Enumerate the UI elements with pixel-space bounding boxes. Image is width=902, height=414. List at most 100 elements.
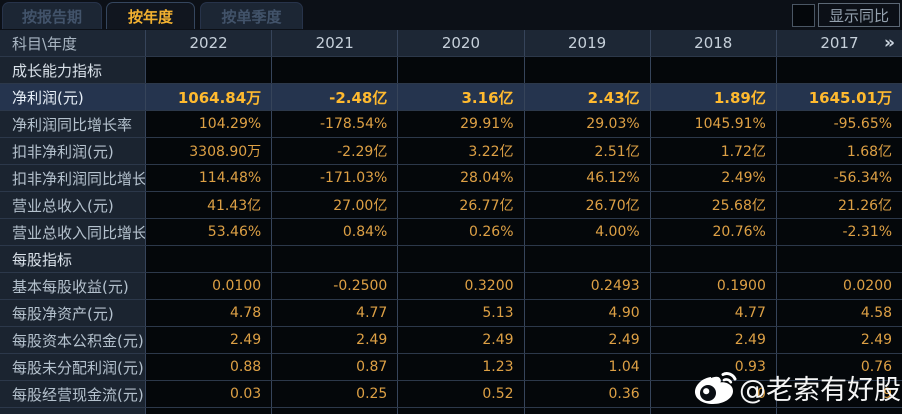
- cell-value: [775, 408, 902, 414]
- cell-value: [523, 246, 650, 272]
- cell-value: 4.77: [649, 300, 776, 326]
- table-row[interactable]: 扣非净利润(元) 3308.90万 -2.29亿 3.22亿 2.51亿 1.72亿 1.6…: [0, 138, 902, 165]
- cell-value: -0.2500: [271, 273, 398, 299]
- cell-value: 4.78: [145, 300, 272, 326]
- cell-value: 1.04: [523, 354, 650, 380]
- cell-value: [523, 408, 650, 414]
- cell-value: [145, 246, 272, 272]
- cell-value: 1.89亿: [649, 84, 776, 110]
- cell-value: 0.36: [523, 381, 650, 407]
- cell-value: 41.43亿: [145, 192, 272, 218]
- cell-value: [145, 408, 272, 414]
- table-header-row: 科目\年度 2022 2021 2020 2019 2018 2017 »: [0, 30, 902, 57]
- tab-1[interactable]: 按年度: [106, 2, 195, 29]
- row-label: 基本每股收益(元): [0, 273, 145, 299]
- more-years-icon[interactable]: »: [884, 33, 896, 53]
- year-header[interactable]: 2018: [649, 30, 776, 56]
- cell-value: -178.54%: [271, 111, 398, 137]
- cell-value: [145, 57, 272, 83]
- row-label: 净利润同比增长率: [0, 111, 145, 137]
- cell-value: [397, 408, 524, 414]
- cell-value: 0.84%: [271, 219, 398, 245]
- tab-2[interactable]: 按单季度: [200, 2, 303, 29]
- cell-value: -171.03%: [271, 165, 398, 191]
- cell-value: -2.48亿: [271, 84, 398, 110]
- cell-value: -56.34%: [775, 165, 902, 191]
- year-header[interactable]: 2022: [145, 30, 272, 56]
- cell-value: 2.49: [271, 327, 398, 353]
- cell-value: [397, 57, 524, 83]
- row-label: 营业总收入同比增长率: [0, 219, 145, 245]
- cell-value: 0.88: [145, 354, 272, 380]
- cell-value: [271, 57, 398, 83]
- cell-value: 2.49: [145, 327, 272, 353]
- table-row[interactable]: 每股净资产(元) 4.78 4.77 5.13 4.90 4.77 4.58: [0, 300, 902, 327]
- cell-value: 3308.90万: [145, 138, 272, 164]
- cell-value: 3.22亿: [397, 138, 524, 164]
- year-header-label: 2017: [820, 34, 859, 52]
- year-header[interactable]: 2019: [523, 30, 650, 56]
- cell-value: 2.49: [523, 327, 650, 353]
- cell-value: [397, 246, 524, 272]
- table-row[interactable]: 基本每股收益(元) 0.0100 -0.2500 0.3200 0.2493 0.1900…: [0, 273, 902, 300]
- cell-value: 1.68亿: [775, 138, 902, 164]
- table-row[interactable]: 净利润(元) 1064.84万 -2.48亿 3.16亿 2.43亿 1.89亿 1645.…: [0, 84, 902, 111]
- cell-value: 0.52: [397, 381, 524, 407]
- show-yoy-label[interactable]: 显示同比: [818, 3, 900, 27]
- year-header[interactable]: 2020: [397, 30, 524, 56]
- table-row[interactable]: 扣非净利润同比增长率114.48%-171.03%28.04%46.12%2.4…: [0, 165, 902, 192]
- cell-value: 0.03: [145, 381, 272, 407]
- cell-value: 27.00亿: [271, 192, 398, 218]
- table-row[interactable]: 每股指标: [0, 246, 902, 273]
- cell-value: 2.49%: [649, 165, 776, 191]
- cell-value: 28.04%: [397, 165, 524, 191]
- table-row[interactable]: 净利润同比增长率 104.29% -178.54% 29.91% 29.03% 1045.…: [0, 111, 902, 138]
- tab-bar: 按报告期 按年度 按单季度 显示同比: [0, 0, 902, 30]
- corner-header: 科目\年度: [0, 30, 145, 56]
- table-row[interactable]: 每股未分配利润(元) 0.88 0.87 1.23 1.04 0.93 0.76: [0, 354, 902, 381]
- cell-value: 25.68亿: [649, 192, 776, 218]
- cell-value: 0.3200: [397, 273, 524, 299]
- year-header-label: 2019: [568, 34, 607, 52]
- year-header[interactable]: 2021: [271, 30, 398, 56]
- tab-0[interactable]: 按报告期: [2, 2, 102, 29]
- cell-value: [271, 408, 398, 414]
- cell-value: 2.49: [775, 327, 902, 353]
- cell-value: 0.0200: [775, 273, 902, 299]
- row-label: 每股指标: [0, 246, 145, 272]
- year-header-label: 2021: [315, 34, 354, 52]
- table-row[interactable]: 成长能力指标: [0, 57, 902, 84]
- cell-value: -2.29亿: [271, 138, 398, 164]
- cell-value: 0.26%: [397, 219, 524, 245]
- cell-value: [649, 246, 776, 272]
- row-label: [0, 408, 145, 414]
- table-row[interactable]: 每股资本公积金(元) 2.49 2.49 2.49 2.49 2.49 2.49: [0, 327, 902, 354]
- cell-value: [775, 57, 902, 83]
- cell-value: 5.13: [397, 300, 524, 326]
- cell-value: 1.72亿: [649, 138, 776, 164]
- year-header-label: 2020: [441, 34, 481, 52]
- cell-value: [523, 57, 650, 83]
- show-yoy-checkbox[interactable]: [792, 4, 815, 27]
- cell-value: -95.65%: [775, 111, 902, 137]
- row-label: 扣非净利润同比增长率: [0, 165, 145, 191]
- cell-value: 53.46%: [145, 219, 272, 245]
- table-row[interactable]: 营业总收入同比增长率53.46%0.84%0.26%4.00%20.76%-2.…: [0, 219, 902, 246]
- year-header[interactable]: 2017 »: [775, 30, 902, 56]
- cell-value: 1.23: [397, 354, 524, 380]
- table-row[interactable]: 营业总收入(元) 41.43亿 27.00亿 26.77亿 26.70亿 25.68亿 21…: [0, 192, 902, 219]
- cell-value: 1064.84万: [145, 84, 272, 110]
- cell-value: [649, 408, 776, 414]
- cell-value: 46.12%: [523, 165, 650, 191]
- cell-value: 0.87: [271, 354, 398, 380]
- year-header-label: 2022: [189, 34, 228, 52]
- cell-value: 2.43亿: [523, 84, 650, 110]
- cell-value: 1045.91%: [649, 111, 776, 137]
- cell-value: 0.1900: [649, 273, 776, 299]
- cell-value: 0.93: [649, 354, 776, 380]
- row-label: 营业总收入(元): [0, 192, 145, 218]
- cell-value: 4.77: [271, 300, 398, 326]
- cell-value: 20.76%: [649, 219, 776, 245]
- table-row[interactable]: 每股经营现金流(元) 0.03 0.25 0.52 0.36 0 9: [0, 381, 902, 408]
